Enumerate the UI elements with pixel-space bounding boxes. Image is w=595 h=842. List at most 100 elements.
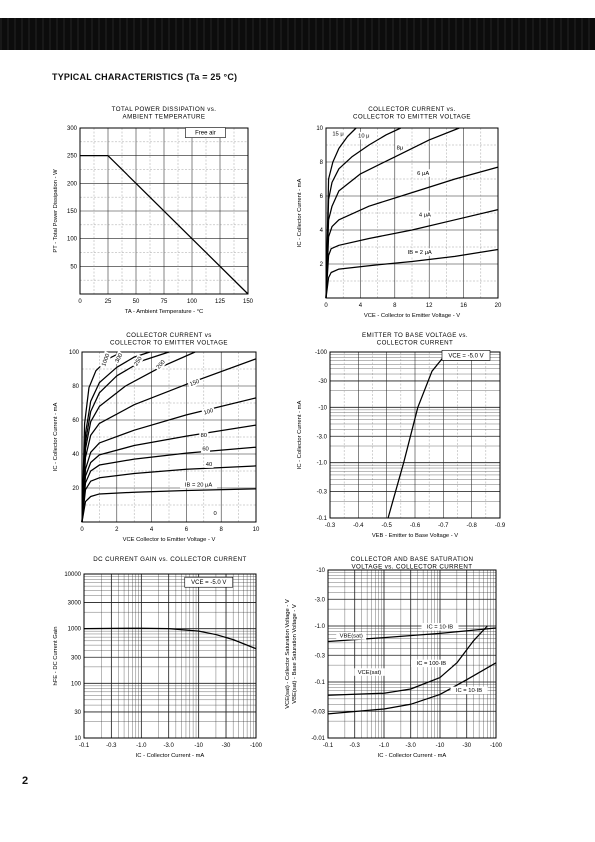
x-tick-label: 12 <box>426 303 433 309</box>
curve-label-bg <box>99 351 112 369</box>
curve-label-bg <box>336 632 367 640</box>
header-band <box>0 18 595 50</box>
y-tick-label: -0.01 <box>311 736 325 742</box>
x-tick-label: 25 <box>105 299 112 305</box>
y-tick-label: -3.0 <box>315 597 326 603</box>
x-tick-label: 0 <box>78 299 82 305</box>
y-tick-label: 10 <box>74 736 81 742</box>
chart-title: COLLECTOR CURRENT <box>377 340 453 347</box>
x-tick-label: 0 <box>324 303 328 309</box>
y-tick-label: 50 <box>70 264 77 270</box>
curve-label-bg <box>212 509 218 518</box>
curve-label-bg <box>355 131 372 140</box>
x-axis-label: IC - Collector Current - mA <box>136 753 205 759</box>
curve-label-bg <box>395 143 405 152</box>
x-axis-label: VEB - Emitter to Base Voltage - V <box>372 533 458 539</box>
y-tick-label: 300 <box>71 655 82 661</box>
y-tick-label: 80 <box>72 384 79 390</box>
plot-frame <box>79 127 249 295</box>
x-tick-label: -1.0 <box>136 743 147 749</box>
x-tick-label: 50 <box>133 299 140 305</box>
series-line <box>327 662 497 715</box>
x-tick-label: 16 <box>460 303 467 309</box>
chart-emitter-base-voltage: EMITTER TO BASE VOLTAGE vs.COLLECTOR CUR… <box>297 332 506 539</box>
x-tick-label: 2 <box>115 527 119 533</box>
x-axis-label: TA - Ambient Temperature - °C <box>125 309 203 315</box>
series-line <box>387 351 449 519</box>
x-tick-label: 4 <box>150 527 154 533</box>
x-tick-label: -1.0 <box>379 743 390 749</box>
x-tick-label: -10 <box>194 743 203 749</box>
series-line <box>325 127 357 299</box>
curve-label: IB = 20 μA <box>185 482 212 488</box>
plot-frame <box>327 569 497 739</box>
chart-title: TOTAL POWER DISSIPATION vs. <box>112 106 217 113</box>
curve-label-bg <box>416 210 433 219</box>
y-tick-label: -100 <box>315 350 328 356</box>
y-tick-label: 6 <box>320 194 324 200</box>
curve-label-bg <box>131 353 145 369</box>
y-tick-label: -0.1 <box>317 516 328 522</box>
curve-label: IC = 100·IB <box>417 661 447 667</box>
series-line <box>81 397 257 523</box>
series-line <box>81 351 123 523</box>
series-line <box>325 127 460 299</box>
y-tick-label: 30 <box>74 710 81 716</box>
series-line <box>325 248 499 299</box>
curve-label-bg <box>421 623 459 631</box>
y-tick-label: -0.03 <box>311 709 325 715</box>
chart-title: VOLTAGE vs. COLLECTOR CURRENT <box>352 564 473 571</box>
curve-label-bg <box>415 169 432 177</box>
y-axis-label: IC - Collector Current - mA <box>297 179 303 248</box>
x-axis-label: IC - Collector Current - mA <box>378 753 447 759</box>
y-axis-label: VBE(sat) - Base Saturation Voltage - V <box>292 604 298 704</box>
y-axis-label: PT - Total Power Dissipation - W <box>53 169 59 253</box>
chart-collector-current-small: COLLECTOR CURRENT vs.COLLECTOR TO EMITTE… <box>297 106 502 319</box>
curve-label: 150 <box>189 379 200 388</box>
series-line <box>81 351 151 523</box>
y-tick-label: -10 <box>316 568 325 574</box>
curve-label: VCE(sat) <box>358 670 382 676</box>
curve-label: 10 μ <box>358 133 369 139</box>
x-tick-label: -0.3 <box>106 743 117 749</box>
curve-label-bg <box>201 406 216 418</box>
x-tick-label: 100 <box>187 299 198 305</box>
legend-box <box>441 350 491 361</box>
curve-label: 200 <box>156 359 167 370</box>
y-tick-label: -10 <box>318 405 327 411</box>
y-tick-label: -1.0 <box>317 461 328 467</box>
chart-title: COLLECTOR CURRENT vs. <box>368 106 456 113</box>
page-heading: TYPICAL CHARACTERISTICS (Ta = 25 °C) <box>52 72 238 82</box>
y-tick-label: 40 <box>72 452 79 458</box>
y-tick-label: 300 <box>67 126 78 132</box>
x-tick-label: 125 <box>215 299 226 305</box>
chart-title: DC CURRENT GAIN vs. COLLECTOR CURRENT <box>93 556 246 563</box>
y-tick-label: -0.3 <box>317 490 328 496</box>
y-tick-label: 20 <box>72 486 79 492</box>
curve-label: 4 μA <box>419 212 431 218</box>
curve-label: 100 <box>203 408 214 417</box>
y-tick-label: 100 <box>67 237 78 243</box>
annotation-box <box>185 127 226 138</box>
curve-label-bg <box>354 668 385 676</box>
chart-power-dissipation: TOTAL POWER DISSIPATION vs.AMBIENT TEMPE… <box>53 106 254 315</box>
plot-frame <box>325 127 499 299</box>
y-tick-label: 100 <box>71 681 82 687</box>
curve-label-bg <box>204 460 214 468</box>
y-axis-label: IC - Collector Current - mA <box>53 403 59 472</box>
y-tick-label: -0.1 <box>315 680 326 686</box>
y-tick-label: 200 <box>67 181 78 187</box>
chart-title: AMBIENT TEMPERATURE <box>123 114 206 121</box>
curve-label: 6 μA <box>417 171 429 177</box>
chart-title: EMITTER TO BASE VOLTAGE vs. <box>362 332 468 339</box>
series-line <box>325 127 402 299</box>
legend-text: VCE = -5.0 V <box>448 353 483 359</box>
y-axis-label: hFE - DC Current Gain <box>53 627 59 686</box>
y-tick-label: -0.3 <box>315 653 326 659</box>
x-tick-label: -10 <box>436 743 445 749</box>
curve-label-bg <box>153 357 168 372</box>
x-axis-label: VCE Collector to Emitter Voltage - V <box>123 537 216 543</box>
series-line <box>81 488 257 523</box>
